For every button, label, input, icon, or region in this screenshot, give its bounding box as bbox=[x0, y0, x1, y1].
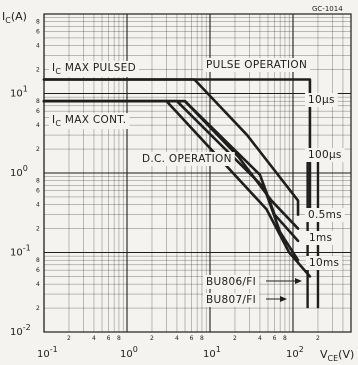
x-minor-tick-label: 6 bbox=[190, 335, 194, 342]
x-minor-tick-label: 6 bbox=[107, 335, 111, 342]
x-tick-label: 10-1 bbox=[37, 345, 58, 360]
y-tick-label: 10-1 bbox=[10, 244, 31, 259]
y-tick-label: 101 bbox=[10, 85, 28, 100]
pulse-operation-bg bbox=[203, 58, 311, 72]
x-minor-tick-label: 4 bbox=[92, 335, 96, 342]
label-10us-bg bbox=[305, 93, 338, 107]
x-minor-tick-label: 8 bbox=[117, 335, 121, 342]
pulse-operation-label: PULSE OPERATION bbox=[206, 59, 307, 71]
y-minor-tick-label: 2 bbox=[36, 146, 40, 153]
y-tick-label: 100 bbox=[10, 164, 28, 179]
ic-max-pulsed-label: IC MAX PULSED bbox=[52, 62, 136, 76]
y-minor-tick-label: 2 bbox=[36, 305, 40, 312]
x-minor-tick-label: 2 bbox=[233, 335, 237, 342]
x-tick-label: 102 bbox=[286, 345, 304, 360]
y-minor-tick-label: 4 bbox=[36, 281, 40, 288]
y-minor-tick-label: 6 bbox=[36, 267, 40, 274]
x-minor-tick-label: 2 bbox=[150, 335, 154, 342]
soa-curve-6 bbox=[42, 99, 312, 278]
soa-curve-2 bbox=[42, 78, 300, 216]
bu807-label: BU807/FI bbox=[206, 294, 256, 306]
bu806-arrow-head bbox=[295, 278, 302, 284]
x-minor-tick-label: 4 bbox=[258, 335, 262, 342]
x-minor-tick-label: 2 bbox=[67, 335, 71, 342]
dc-operation-label: D.C. OPERATION bbox=[142, 153, 232, 165]
plot-frame bbox=[43, 13, 352, 333]
y-minor-tick-label: 8 bbox=[36, 19, 40, 26]
x-tick-label: 100 bbox=[120, 345, 138, 360]
ic-max-cont-bg bbox=[49, 113, 130, 129]
y-minor-tick-label: 8 bbox=[36, 257, 40, 264]
y-minor-tick-label: 6 bbox=[36, 29, 40, 36]
y-minor-tick-label: 8 bbox=[36, 178, 40, 185]
y-minor-tick-label: 8 bbox=[36, 98, 40, 105]
label-100us-bg bbox=[305, 148, 345, 162]
x-axis-label: VCE(V) bbox=[320, 348, 354, 363]
label-0-5ms: 0.5ms bbox=[308, 209, 342, 221]
label-1ms: 1ms bbox=[309, 232, 332, 244]
label-10us: 10μs bbox=[308, 94, 335, 106]
x-tick-label: 101 bbox=[203, 345, 221, 360]
annotations: IC MAX PULSED IC MAX CONT. PULSE OPERATI… bbox=[49, 58, 345, 307]
y-minor-tick-label: 2 bbox=[36, 226, 40, 233]
y-axis-label: IC(A) bbox=[2, 10, 27, 25]
figure-code: GC-1014 bbox=[312, 5, 343, 13]
y-minor-tick-label: 4 bbox=[36, 43, 40, 50]
ic-max-pulsed-bg bbox=[49, 61, 139, 77]
ic-max-cont-label: IC MAX CONT. bbox=[52, 114, 126, 128]
y-minor-tick-label: 4 bbox=[36, 202, 40, 209]
label-100us: 100μs bbox=[308, 149, 342, 161]
y-minor-tick-label: 6 bbox=[36, 188, 40, 195]
bu806-label: BU806/FI bbox=[206, 276, 256, 288]
label-05ms-bg bbox=[305, 208, 345, 222]
x-minor-tick-label: 2 bbox=[316, 335, 320, 342]
y-minor-tick-label: 6 bbox=[36, 108, 40, 115]
x-minor-tick-label: 6 bbox=[273, 335, 277, 342]
y-minor-tick-label: 2 bbox=[36, 67, 40, 74]
label-1ms-bg bbox=[306, 231, 336, 245]
y-tick-label: 10-2 bbox=[10, 323, 31, 338]
label-10ms: 10ms bbox=[309, 257, 339, 269]
bu807-arrow-head bbox=[280, 296, 287, 302]
label-10ms-bg bbox=[306, 256, 343, 270]
label-bu807-bg bbox=[203, 293, 259, 307]
x-minor-tick-label: 8 bbox=[283, 335, 287, 342]
label-bu806-bg bbox=[203, 275, 259, 289]
y-minor-tick-label: 4 bbox=[36, 122, 40, 129]
x-minor-tick-label: 8 bbox=[200, 335, 204, 342]
x-minor-tick-label: 4 bbox=[175, 335, 179, 342]
dc-operation-bg bbox=[139, 152, 235, 166]
